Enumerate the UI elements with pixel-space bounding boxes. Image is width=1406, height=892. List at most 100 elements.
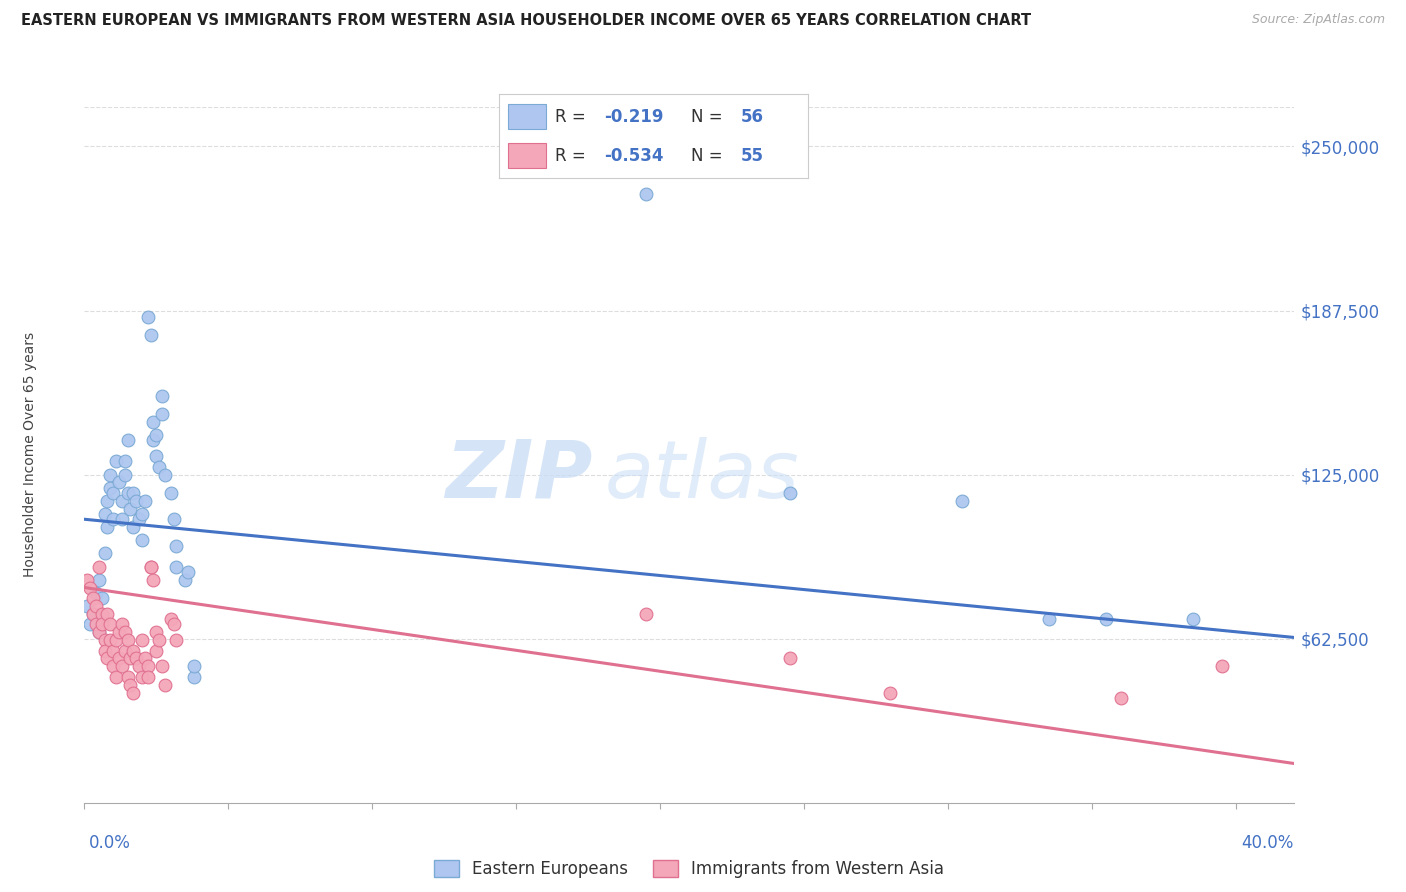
Point <box>142 573 165 587</box>
Point <box>145 643 167 657</box>
Point <box>111 494 134 508</box>
Legend: Eastern Europeans, Immigrants from Western Asia: Eastern Europeans, Immigrants from Weste… <box>427 854 950 885</box>
Text: 40.0%: 40.0% <box>1241 834 1294 852</box>
Point <box>105 454 128 468</box>
Point <box>131 670 153 684</box>
Point <box>120 678 142 692</box>
Point <box>120 651 142 665</box>
Point <box>779 651 801 665</box>
Text: 55: 55 <box>741 146 763 164</box>
Text: Householder Income Over 65 years: Householder Income Over 65 years <box>22 333 37 577</box>
Point <box>117 434 139 448</box>
Point <box>134 651 156 665</box>
Point <box>142 434 165 448</box>
Point <box>98 617 121 632</box>
Point <box>150 659 173 673</box>
Point <box>153 678 176 692</box>
Point <box>96 494 118 508</box>
Point <box>93 507 115 521</box>
Point <box>101 643 124 657</box>
Text: -0.534: -0.534 <box>605 146 664 164</box>
Point <box>114 625 136 640</box>
Point <box>84 599 107 613</box>
Point <box>98 633 121 648</box>
Text: R =: R = <box>555 146 591 164</box>
Point <box>114 643 136 657</box>
Point <box>87 625 110 640</box>
Point <box>122 643 145 657</box>
Point <box>90 617 112 632</box>
Point <box>145 449 167 463</box>
Point <box>87 559 110 574</box>
Point <box>114 467 136 482</box>
Point <box>1211 659 1233 673</box>
Point <box>125 494 148 508</box>
Text: 56: 56 <box>741 108 763 126</box>
Point <box>82 591 104 605</box>
Point <box>136 310 159 324</box>
Point <box>96 520 118 534</box>
Point <box>87 625 110 640</box>
Point <box>952 494 974 508</box>
Point <box>159 486 181 500</box>
Point <box>1109 690 1132 705</box>
Point <box>634 186 657 201</box>
Point <box>131 507 153 521</box>
Point <box>117 633 139 648</box>
Point <box>90 607 112 621</box>
Point <box>108 625 131 640</box>
Point <box>111 617 134 632</box>
Text: R =: R = <box>555 108 591 126</box>
Text: Source: ZipAtlas.com: Source: ZipAtlas.com <box>1251 13 1385 27</box>
Point <box>108 651 131 665</box>
Point <box>125 651 148 665</box>
FancyBboxPatch shape <box>509 143 546 169</box>
Point <box>79 581 101 595</box>
Point <box>93 633 115 648</box>
Point <box>183 659 205 673</box>
Point <box>166 559 188 574</box>
Point <box>87 573 110 587</box>
Point <box>634 607 657 621</box>
Point <box>145 428 167 442</box>
Point <box>76 573 98 587</box>
Point <box>84 586 107 600</box>
Point <box>122 520 145 534</box>
Point <box>98 467 121 482</box>
Point <box>150 407 173 421</box>
Point <box>114 454 136 468</box>
Point <box>159 612 181 626</box>
Point <box>131 533 153 548</box>
Point <box>162 617 184 632</box>
Point <box>166 633 188 648</box>
Point <box>128 659 150 673</box>
Point <box>162 512 184 526</box>
Point <box>122 486 145 500</box>
Point <box>96 651 118 665</box>
Point <box>79 617 101 632</box>
Point <box>779 486 801 500</box>
Point <box>134 494 156 508</box>
Point <box>139 559 162 574</box>
Point <box>101 486 124 500</box>
Text: 0.0%: 0.0% <box>89 834 131 852</box>
Point <box>82 607 104 621</box>
Point <box>122 685 145 699</box>
Point <box>1181 612 1204 626</box>
Point <box>105 670 128 684</box>
Point <box>90 612 112 626</box>
Point <box>128 512 150 526</box>
Text: N =: N = <box>690 146 728 164</box>
Point <box>145 625 167 640</box>
Point <box>166 539 188 553</box>
Point <box>111 659 134 673</box>
Point <box>76 599 98 613</box>
Point <box>120 501 142 516</box>
Point <box>90 591 112 605</box>
Point <box>98 481 121 495</box>
Point <box>148 633 170 648</box>
Point <box>131 633 153 648</box>
Point <box>108 475 131 490</box>
Point <box>136 659 159 673</box>
Point <box>117 486 139 500</box>
